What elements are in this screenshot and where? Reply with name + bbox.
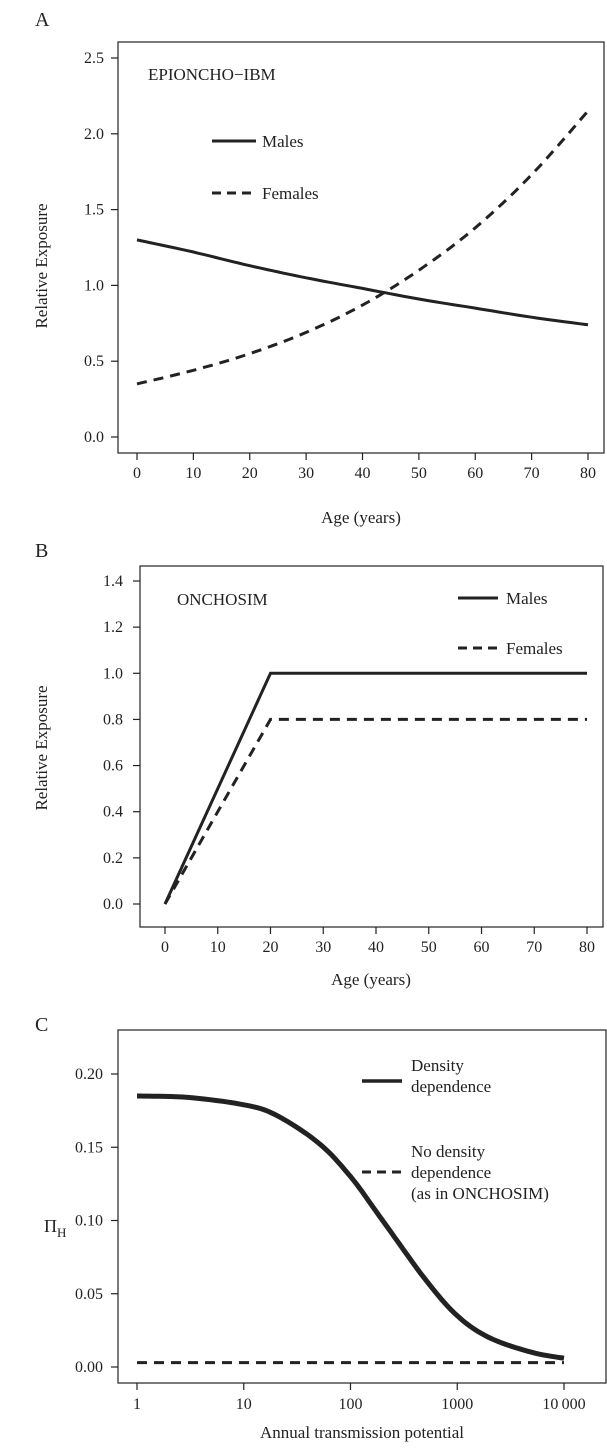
panel-c-legend-nodensity-label: No density dependence (as in ONCHOSIM) <box>411 1142 549 1203</box>
panel-b-series <box>165 673 587 904</box>
panel-b-title: ONCHOSIM <box>177 590 268 609</box>
panel-b-y-axis-label: Relative Exposure <box>32 685 51 810</box>
panel-b-x-tick-label: 0 <box>161 939 169 956</box>
panel-a-x-axis-label: Age (years) <box>321 508 401 527</box>
panel-b-x-tick-label: 40 <box>368 939 384 956</box>
panel-c-y-tick-label: 0.00 <box>75 1359 103 1376</box>
panel-b-x-tick-label: 10 <box>210 939 226 956</box>
panel-c-letter: C <box>35 1014 48 1036</box>
panel-c-x-tick-label: 1000 <box>441 1396 473 1413</box>
panel-b-series-dashed-line <box>165 719 587 904</box>
panel-b-legend-females-label: Females <box>506 639 563 658</box>
panel-b-y-ticks: 0.0 0.2 0.4 0.6 0.8 1.0 1.2 1.4 <box>103 573 140 913</box>
panel-c-x-axis-label: Annual transmission potential <box>260 1423 464 1442</box>
panel-b-x-tick-label: 20 <box>263 939 279 956</box>
panel-a-y-tick-label: 0.5 <box>84 353 104 370</box>
panel-c-y-tick-label: 0.15 <box>75 1139 103 1156</box>
panel-a-legend-females-label: Females <box>262 184 319 203</box>
panel-c-legend-density-label: Density dependence <box>411 1056 491 1096</box>
panel-b-y-tick-label: 0.0 <box>103 896 123 913</box>
panel-a-series <box>137 111 588 384</box>
panel-c-y-tick-label: 0.10 <box>75 1213 103 1230</box>
panel-b-y-tick-label: 0.4 <box>103 804 123 821</box>
panel-b-series-solid-line <box>165 673 587 904</box>
panel-a-x-tick-label: 60 <box>467 465 483 482</box>
panel-b-y-tick-label: 0.2 <box>103 850 123 867</box>
panel-a-y-tick-label: 2.0 <box>84 126 104 143</box>
panel-a-plot-frame <box>118 42 604 453</box>
panel-a-y-axis-label: Relative Exposure <box>32 203 51 328</box>
panel-b-legend-males-label: Males <box>506 589 548 608</box>
panel-c-legend-density-line-1: Density <box>411 1056 464 1075</box>
panel-b: B ONCHOSIM 0.0 0.2 0.4 0.6 0.8 1.0 1.2 1.4 0 10 2… <box>32 540 603 989</box>
panel-a-legend-males-label: Males <box>262 132 304 151</box>
panel-a-letter: A <box>35 9 50 31</box>
panel-b-letter: B <box>35 540 48 562</box>
panel-a-x-tick-label: 20 <box>242 465 258 482</box>
panel-a-y-tick-label: 1.0 <box>84 277 104 294</box>
panel-a-x-ticks: 0 10 20 30 40 50 60 70 80 <box>133 453 596 482</box>
panel-a-x-tick-label: 40 <box>355 465 371 482</box>
panel-a-x-tick-label: 10 <box>185 465 201 482</box>
panel-b-x-tick-label: 70 <box>526 939 542 956</box>
panel-a-x-tick-label: 70 <box>524 465 540 482</box>
panel-b-x-axis-label: Age (years) <box>331 970 411 989</box>
panel-c-legend-nodensity-line-3: (as in ONCHOSIM) <box>411 1184 549 1203</box>
panel-a-x-tick-label: 80 <box>580 465 596 482</box>
panel-b-x-tick-label: 60 <box>474 939 490 956</box>
panel-c-x-tick-label: 100 <box>339 1396 363 1413</box>
panel-c-x-tick-label: 10 <box>236 1396 252 1413</box>
panel-a-x-tick-label: 30 <box>298 465 314 482</box>
panel-a-title: EPIONCHO−IBM <box>148 65 276 84</box>
panel-c-y-axis-label-main: Π <box>44 1216 57 1236</box>
panel-c-legend-nodensity-line-1: No density <box>411 1142 486 1161</box>
panel-a-series-solid-line <box>137 240 588 325</box>
panel-c-plot-frame <box>118 1030 606 1383</box>
panel-a-y-tick-label: 2.5 <box>84 50 104 67</box>
panel-c-series-solid-line <box>137 1096 564 1358</box>
panel-b-y-tick-label: 0.6 <box>103 758 123 775</box>
panel-c-x-tick-label: 10 000 <box>542 1396 585 1413</box>
panel-c-series <box>137 1096 564 1363</box>
panel-a-x-tick-label: 0 <box>133 465 141 482</box>
panel-c-x-ticks: 1 10 100 1000 10 000 <box>133 1383 586 1413</box>
panel-a-x-tick-label: 50 <box>411 465 427 482</box>
panel-c-y-ticks: 0.00 0.05 0.10 0.15 0.20 <box>75 1066 118 1376</box>
panel-b-y-tick-label: 0.8 <box>103 711 123 728</box>
panel-b-y-tick-label: 1.2 <box>103 619 123 636</box>
panel-c-legend: Density dependence No density dependence… <box>362 1056 549 1203</box>
panel-c-y-axis-label: ΠH <box>44 1216 66 1240</box>
panel-b-x-tick-label: 80 <box>579 939 595 956</box>
panel-b-plot-frame <box>140 566 603 927</box>
panel-c-x-tick-label: 1 <box>133 1396 141 1413</box>
panel-b-x-ticks: 0 10 20 30 40 50 60 70 80 <box>161 927 595 956</box>
panel-b-y-tick-label: 1.4 <box>103 573 123 590</box>
panel-a-series-dashed-line <box>137 111 588 384</box>
panel-c: C 0.000.050.100.150.20 1 10 100 1000 10 000 … <box>35 1014 606 1442</box>
panel-c-legend-nodensity-line-2: dependence <box>411 1163 491 1182</box>
panel-b-y-tick-label: 1.0 <box>103 665 123 682</box>
panel-a-y-tick-label: 1.5 <box>84 202 104 219</box>
panel-a: A EPIONCHO−IBM 0.0 0.5 1.0 1.5 2.0 2.5 0 10 20 3… <box>32 9 604 527</box>
panel-a-legend: Males Females <box>212 132 319 203</box>
panel-c-y-tick-label: 0.20 <box>75 1066 103 1083</box>
panel-b-x-tick-label: 50 <box>421 939 437 956</box>
panel-a-y-tick-label: 0.0 <box>84 429 104 446</box>
panel-a-y-ticks: 0.0 0.5 1.0 1.5 2.0 2.5 <box>84 50 118 446</box>
panel-c-y-axis-label-subscript: H <box>57 1225 66 1240</box>
panel-b-x-tick-label: 30 <box>315 939 331 956</box>
panel-c-legend-density-line-2: dependence <box>411 1077 491 1096</box>
panel-b-legend: Males Females <box>458 589 563 658</box>
panel-c-y-tick-label: 0.05 <box>75 1286 103 1303</box>
